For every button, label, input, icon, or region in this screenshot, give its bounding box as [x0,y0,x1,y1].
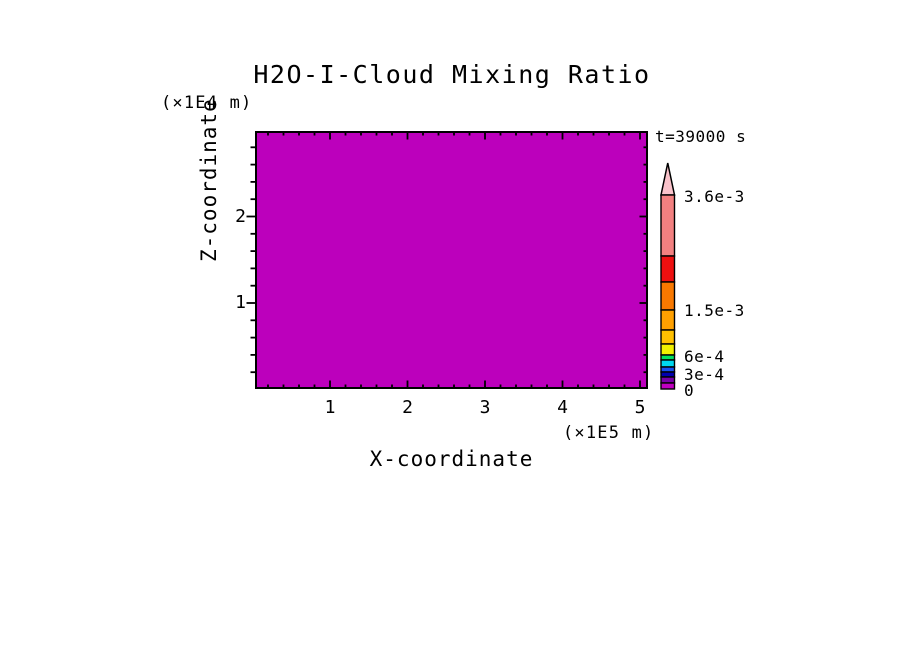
colorbar-level-label: 3e-4 [684,365,725,384]
x-tick-label: 1 [324,397,336,418]
colorbar-segment [660,255,676,283]
colorbar-segment [660,376,676,384]
colorbar-segment [660,366,676,373]
colorbar-segment [660,309,676,331]
y-tick-label: 1 [235,292,246,313]
colorbar-segment [660,359,676,368]
time-annotation: t=39000 s [655,127,747,146]
x-axis-title: X-coordinate [369,447,534,471]
colorbar-segment [660,382,676,390]
x-tick-label: 5 [634,397,646,418]
colorbar-level-label: 3.6e-3 [684,187,745,206]
x-tick-label: 2 [402,397,413,418]
y-tick-label: 2 [235,205,246,227]
colorbar-segment [660,354,676,361]
x-tick-label: 4 [557,397,568,418]
colorbar-level-label: 0 [684,381,695,400]
x-tick-label: 3 [479,397,491,418]
colorbar-segment [660,281,676,311]
colorbar-arrow-tip [660,162,676,196]
x-axis-units-label: (×1E5 m) [563,423,655,443]
colorbar-segment [660,194,676,257]
chart-title: H2O-I-Cloud Mixing Ratio [253,60,651,89]
colorbar-level-label: 1.5e-3 [684,301,745,320]
colorbar-level-label: 6e-4 [684,347,725,366]
colorbar [660,162,676,390]
plot-area [255,131,648,389]
colorbar-segment [660,343,676,356]
colorbar-segment [660,371,676,378]
colorbar-segment [660,329,676,345]
y-axis-units-label: (×1E4 m) [161,93,253,113]
